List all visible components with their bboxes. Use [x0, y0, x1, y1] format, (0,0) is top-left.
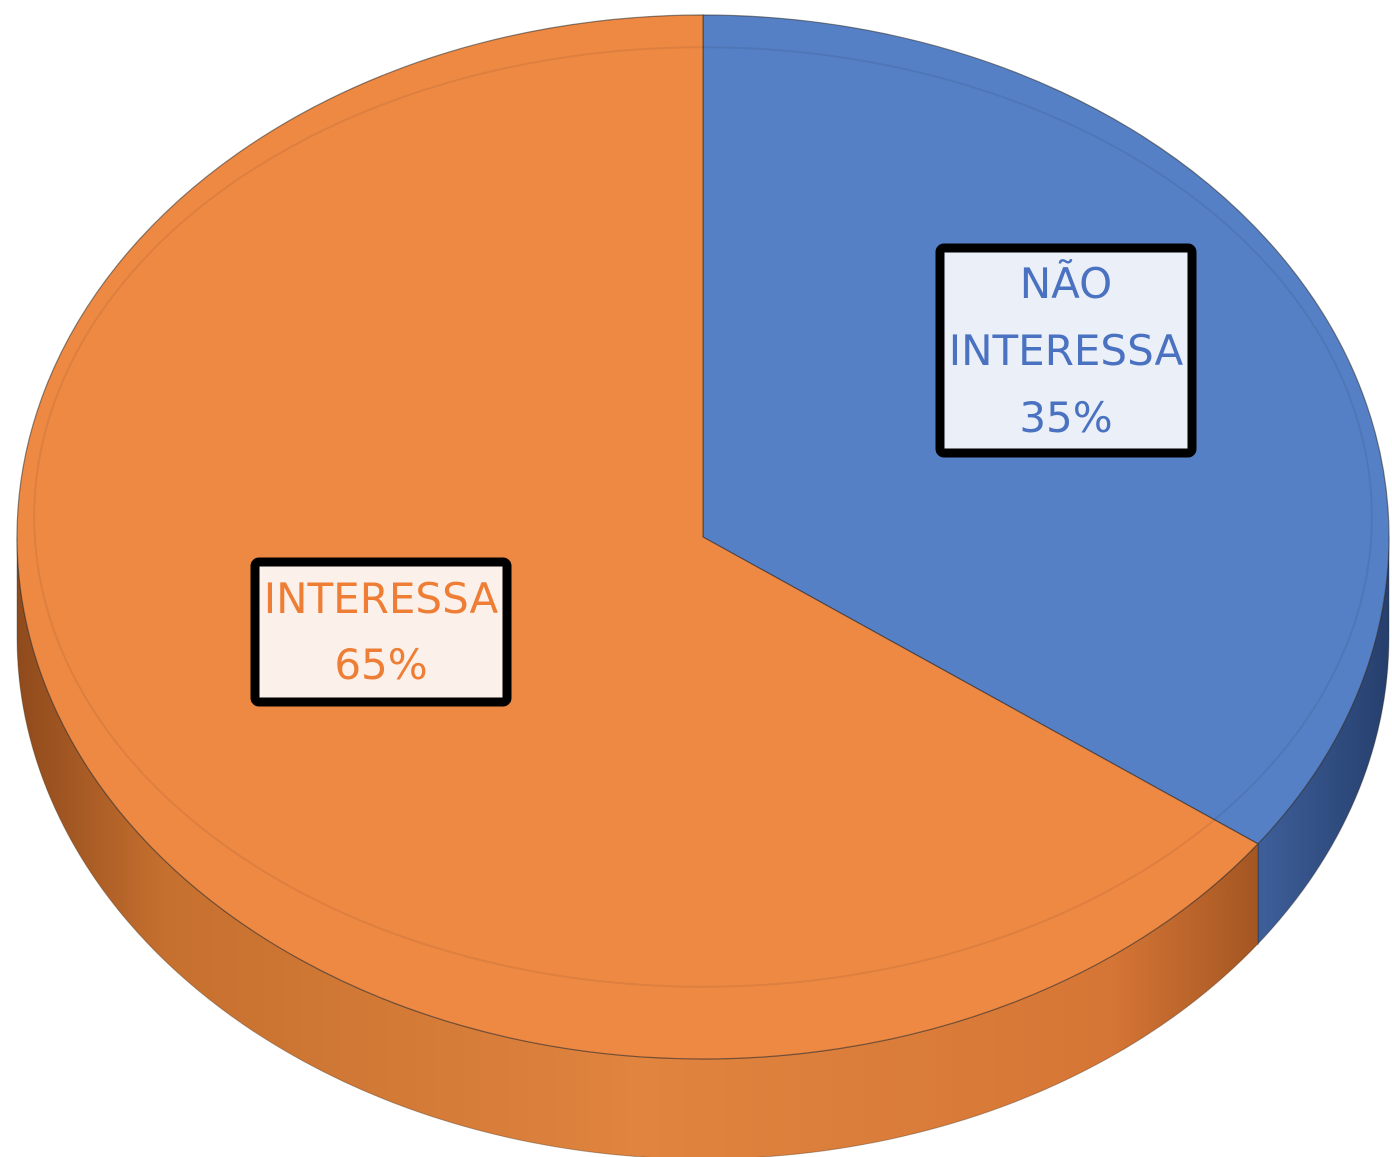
pie-slice-1: [16, 14, 1259, 1060]
pie-slices: [16, 14, 1390, 1060]
data-label-category-line-2: INTERESSA: [949, 326, 1184, 375]
data-label-category: INTERESSA: [264, 574, 499, 623]
data-label-percent: 35%: [1019, 393, 1112, 442]
data-label-percent: 65%: [334, 640, 427, 689]
data-label-nao-interessa: NÃO INTERESSA 35%: [935, 243, 1197, 458]
data-label-box-nao-interessa: [935, 243, 1197, 458]
pie-data-labels: NÃO INTERESSA 35% INTERESSA 65%: [250, 243, 1197, 707]
data-label-box-interessa: [250, 557, 512, 707]
data-label-interessa: INTERESSA 65%: [250, 557, 512, 707]
pie-slice-bevel-1: [33, 46, 1245, 988]
data-label-category-line-1: NÃO: [1020, 258, 1112, 308]
pie-slice-bevel-0: [702, 46, 1373, 794]
